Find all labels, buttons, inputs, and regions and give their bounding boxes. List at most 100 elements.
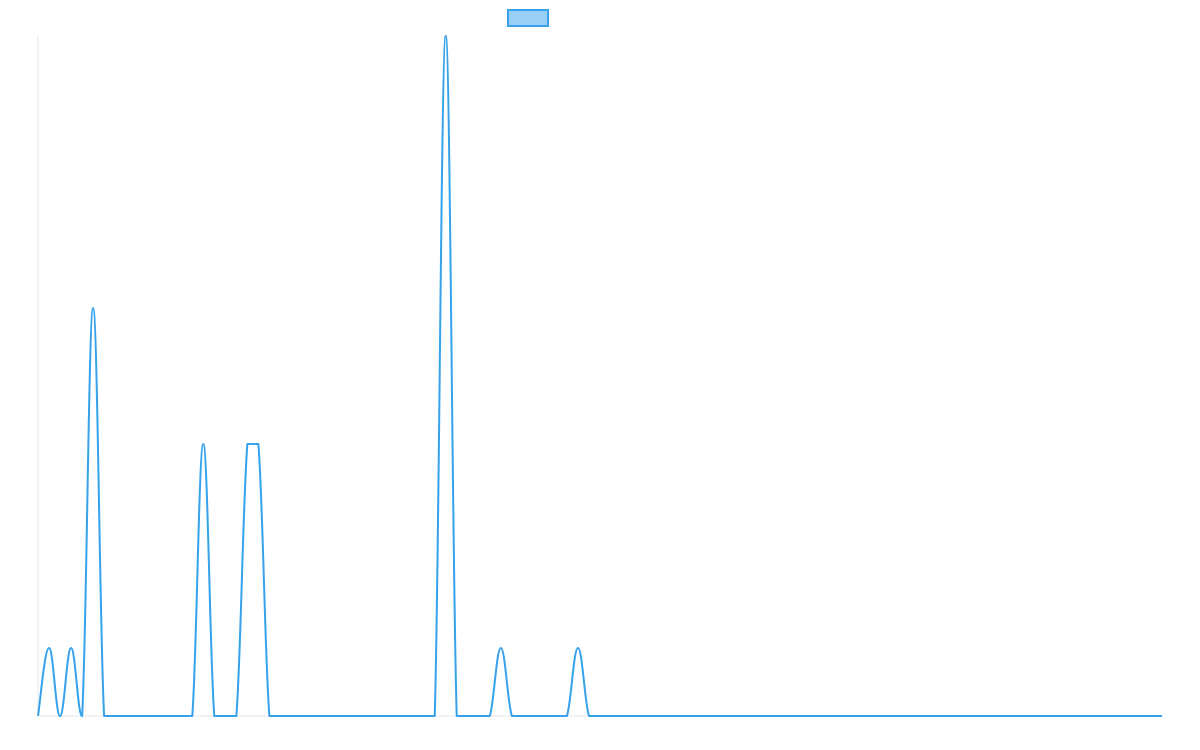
data-point[interactable] [1016,713,1022,719]
data-point[interactable] [983,713,989,719]
data-point[interactable] [751,713,757,719]
data-point[interactable] [1093,713,1099,719]
data-point[interactable] [266,713,272,719]
data-point[interactable] [167,713,173,719]
data-point[interactable] [443,33,449,39]
data-point[interactable] [817,713,823,719]
data-point[interactable] [839,713,845,719]
data-point[interactable] [630,713,636,719]
data-point[interactable] [850,713,856,719]
data-point[interactable] [1038,713,1044,719]
data-point[interactable] [520,713,526,719]
data-point[interactable] [608,713,614,719]
data-point[interactable] [222,713,228,719]
data-point[interactable] [652,713,658,719]
legend-swatch[interactable] [507,9,549,27]
data-point[interactable] [366,713,372,719]
data-point[interactable] [178,713,184,719]
data-point[interactable] [917,713,923,719]
data-point[interactable] [35,713,41,719]
data-point[interactable] [156,713,162,719]
data-point[interactable] [1115,713,1121,719]
data-point[interactable] [718,713,724,719]
data-point[interactable] [333,713,339,719]
data-point[interactable] [410,713,416,719]
data-point[interactable] [399,713,405,719]
data-point[interactable] [498,645,504,651]
data-point[interactable] [806,713,812,719]
data-point[interactable] [961,713,967,719]
data-point[interactable] [1071,713,1077,719]
data-point[interactable] [189,713,195,719]
data-point[interactable] [663,713,669,719]
data-point[interactable] [432,713,438,719]
data-point[interactable] [1049,713,1055,719]
data-point[interactable] [740,713,746,719]
data-point[interactable] [112,713,118,719]
data-point[interactable] [200,441,206,447]
data-point[interactable] [277,713,283,719]
data-point[interactable] [795,713,801,719]
data-point[interactable] [1082,713,1088,719]
data-point[interactable] [773,713,779,719]
data-point[interactable] [421,713,427,719]
data-point[interactable] [696,713,702,719]
data-point[interactable] [134,713,140,719]
data-point[interactable] [1027,713,1033,719]
data-point[interactable] [597,713,603,719]
data-point[interactable] [575,645,581,651]
data-point[interactable] [211,713,217,719]
data-point[interactable] [46,645,52,651]
data-point[interactable] [57,713,63,719]
data-point[interactable] [564,713,570,719]
data-point[interactable] [454,713,460,719]
data-point[interactable] [542,713,548,719]
data-point[interactable] [476,713,482,719]
data-point[interactable] [1104,713,1110,719]
data-point[interactable] [762,713,768,719]
data-point[interactable] [233,713,239,719]
data-point[interactable] [1005,713,1011,719]
data-point[interactable] [895,713,901,719]
data-point[interactable] [884,713,890,719]
data-point[interactable] [729,713,735,719]
data-point[interactable] [244,441,250,447]
data-point[interactable] [1060,713,1066,719]
data-point[interactable] [531,713,537,719]
data-point[interactable] [685,713,691,719]
data-point[interactable] [255,441,261,447]
data-point[interactable] [90,305,96,311]
data-point[interactable] [972,713,978,719]
data-point[interactable] [388,713,394,719]
data-point[interactable] [553,713,559,719]
data-point[interactable] [322,713,328,719]
data-point[interactable] [641,713,647,719]
data-point[interactable] [928,713,934,719]
data-point[interactable] [707,713,713,719]
data-point[interactable] [123,713,129,719]
data-point[interactable] [994,713,1000,719]
data-point[interactable] [784,713,790,719]
data-point[interactable] [619,713,625,719]
data-point[interactable] [861,713,867,719]
data-point[interactable] [1159,713,1165,719]
data-point[interactable] [465,713,471,719]
data-point[interactable] [288,713,294,719]
data-point[interactable] [950,713,956,719]
data-point[interactable] [1137,713,1143,719]
data-point[interactable] [310,713,316,719]
data-point[interactable] [872,713,878,719]
data-point[interactable] [509,713,515,719]
data-point[interactable] [674,713,680,719]
data-point[interactable] [101,713,107,719]
data-point[interactable] [487,713,493,719]
data-point[interactable] [355,713,361,719]
data-point[interactable] [586,713,592,719]
data-point[interactable] [344,713,350,719]
data-point[interactable] [1148,713,1154,719]
legend[interactable] [507,9,549,27]
data-point[interactable] [1126,713,1132,719]
data-point[interactable] [939,713,945,719]
data-point[interactable] [377,713,383,719]
data-point[interactable] [145,713,151,719]
